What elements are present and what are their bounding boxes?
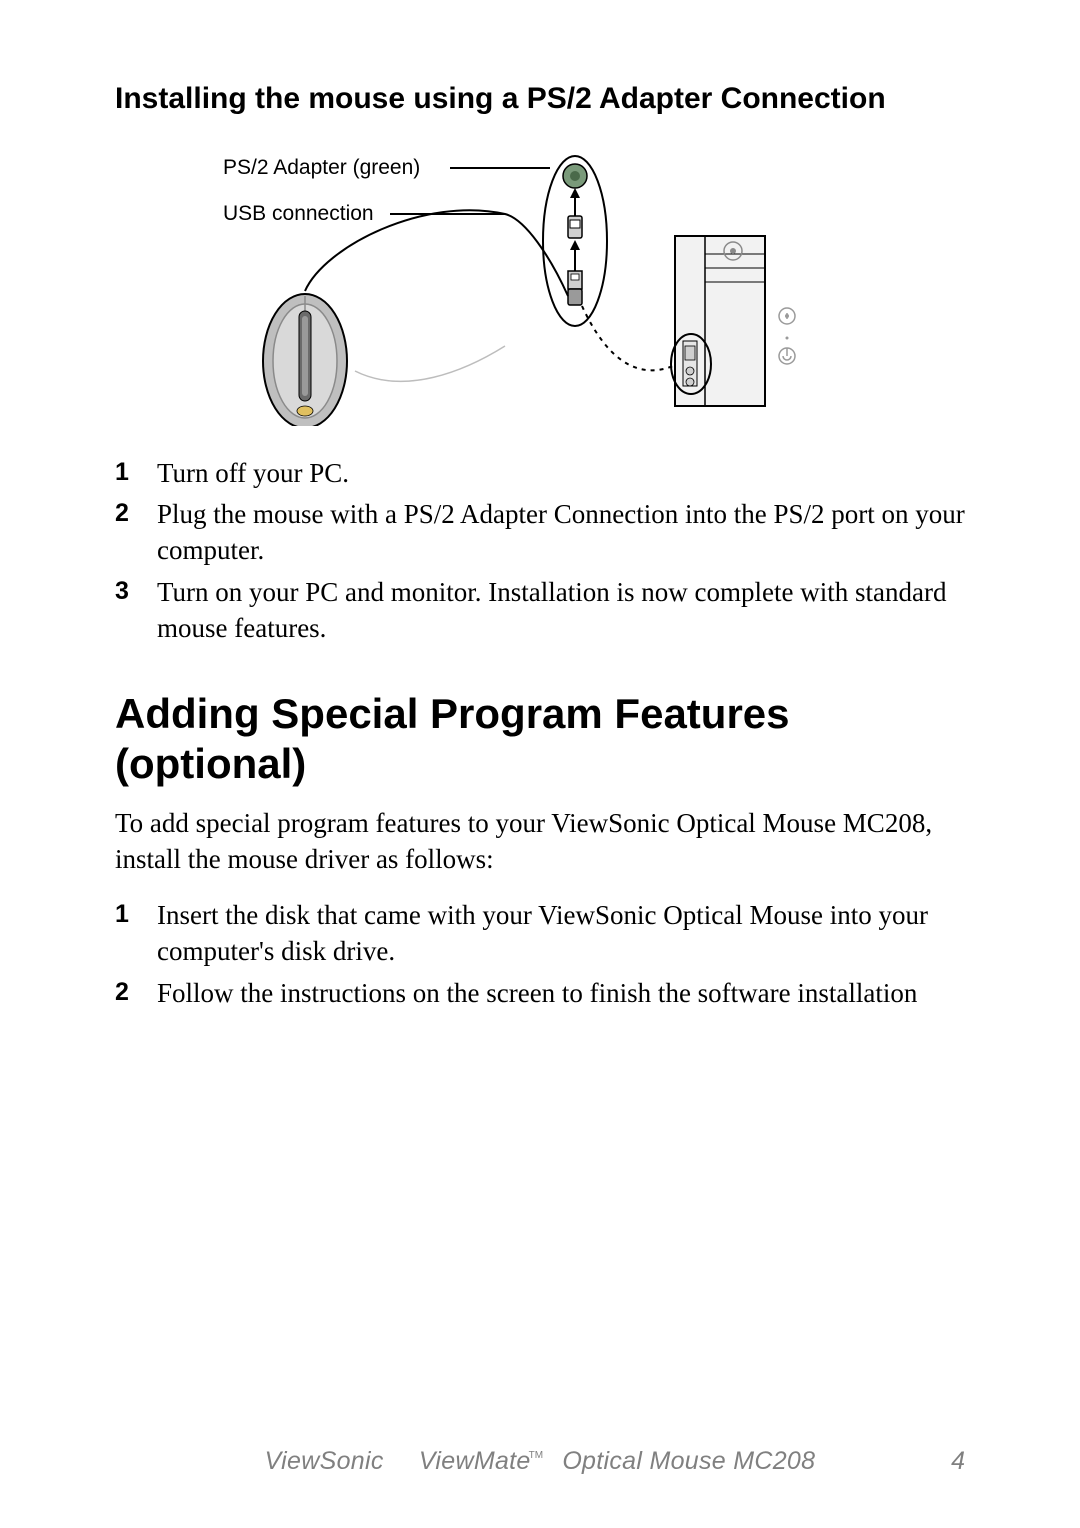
list-item: 2 Follow the instructions on the screen …	[115, 976, 965, 1012]
install-steps-driver: 1 Insert the disk that came with your Vi…	[115, 898, 965, 1012]
install-steps-ps2: 1 Turn off your PC. 2 Plug the mouse wit…	[115, 456, 965, 648]
step-number: 3	[115, 575, 157, 609]
list-item: 1 Insert the disk that came with your Vi…	[115, 898, 965, 970]
power-icons	[779, 308, 795, 364]
footer-sub-brand-text: ViewMate	[419, 1447, 531, 1475]
step-text: Plug the mouse with a PS/2 Adapter Conne…	[157, 497, 965, 569]
page-number: 4	[951, 1447, 965, 1476]
connection-diagram: PS/2 Adapter (green) USB connection	[205, 146, 925, 426]
list-item: 3 Turn on your PC and monitor. Installat…	[115, 575, 965, 647]
list-item: 2 Plug the mouse with a PS/2 Adapter Con…	[115, 497, 965, 569]
step-text: Turn off your PC.	[157, 456, 349, 492]
step-number: 1	[115, 456, 157, 490]
step-text: Insert the disk that came with your View…	[157, 898, 965, 970]
diagram-svg	[205, 146, 925, 426]
step-text: Follow the instructions on the screen to…	[157, 976, 917, 1012]
section-heading: Adding Special Program Features (optiona…	[115, 689, 965, 788]
page-footer: ViewSonic ViewMateTM Optical Mouse MC208	[0, 1447, 1080, 1476]
step-number: 2	[115, 976, 157, 1010]
step-number: 1	[115, 898, 157, 932]
document-page: Installing the mouse using a PS/2 Adapte…	[0, 0, 1080, 1528]
footer-product: Optical Mouse MC208	[562, 1447, 815, 1475]
footer-sub-brand: ViewMateTM	[419, 1447, 552, 1475]
subheading: Installing the mouse using a PS/2 Adapte…	[115, 80, 965, 118]
intro-paragraph: To add special program features to your …	[115, 806, 965, 878]
step-number: 2	[115, 497, 157, 531]
trademark-icon: TM	[529, 1450, 543, 1461]
footer-brand: ViewSonic	[265, 1447, 384, 1475]
step-text: Turn on your PC and monitor. Installatio…	[157, 575, 965, 647]
list-item: 1 Turn off your PC.	[115, 456, 965, 492]
